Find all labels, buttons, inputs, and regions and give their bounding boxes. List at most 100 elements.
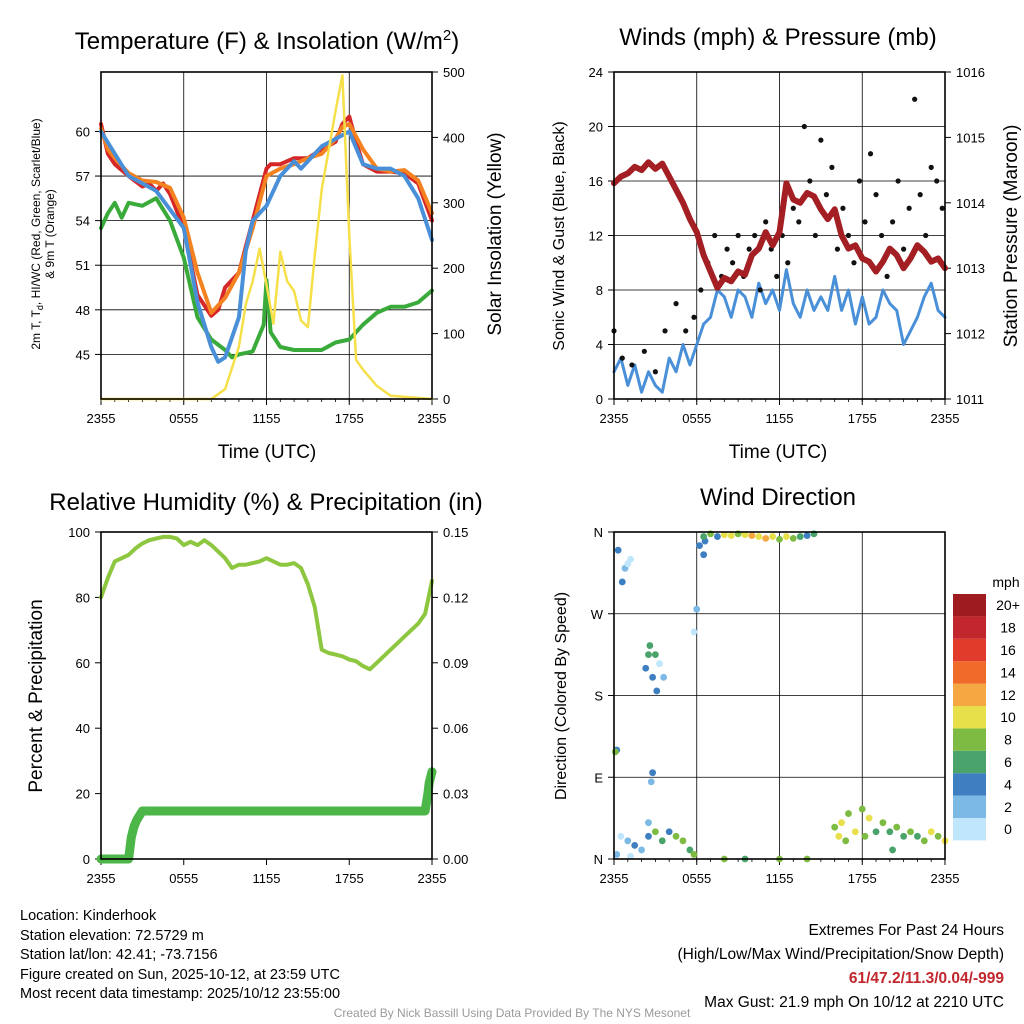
winds-gust-point <box>790 205 796 211</box>
winds-gust-point <box>862 219 868 225</box>
direction-point <box>693 605 701 613</box>
winds-gust-point <box>662 328 668 334</box>
direction-point <box>665 828 673 836</box>
legend-label: 16 <box>1000 642 1016 658</box>
winds-gust-point <box>845 232 852 239</box>
direction-xtick-label: 1755 <box>848 871 877 886</box>
winds-ytick-label: 24 <box>589 65 603 80</box>
winds-gust-point <box>774 273 780 279</box>
winds-gust-point <box>752 232 758 239</box>
legend-swatch <box>953 706 986 729</box>
winds-gust-point <box>928 164 934 170</box>
winds-ytick-label: 20 <box>589 120 603 135</box>
direction-point <box>646 642 654 649</box>
direction-point <box>835 832 843 840</box>
direction-point <box>690 851 698 858</box>
winds-gust-point <box>673 301 679 307</box>
winds-gust-point <box>851 260 857 266</box>
direction-point <box>645 651 652 659</box>
winds-gust-point <box>652 369 658 375</box>
humidity-xtick-label: 2355 <box>418 871 447 886</box>
temperature-xtick-label: 1755 <box>335 411 364 426</box>
direction-point <box>831 823 839 831</box>
winds-y2tick-label: 1015 <box>956 130 985 145</box>
legend-swatch <box>953 638 986 662</box>
winds-gust-point <box>641 348 647 354</box>
extremes-info: Extremes For Past 24 Hours (High/Low/Max… <box>678 919 1005 1015</box>
legend-label: 12 <box>1000 687 1016 703</box>
humidity-ytick-label: 60 <box>76 656 90 671</box>
temperature-ytick-label: 57 <box>76 169 90 184</box>
winds-gust-point <box>906 205 912 211</box>
winds-gust-point <box>796 219 802 225</box>
temperature-ytick-label: 48 <box>76 303 90 318</box>
direction-point <box>858 805 866 813</box>
winds-gust-point <box>823 192 829 198</box>
direction-point <box>624 837 632 845</box>
direction-plot-frame <box>613 531 946 860</box>
max-gust: Max Gust: 21.9 mph On 10/12 at 2210 UTC <box>704 994 1004 1011</box>
direction-xtick-label: 2355 <box>600 871 629 886</box>
direction-point <box>789 534 797 542</box>
winds-sonic-wind-line <box>612 268 947 394</box>
winds-gust-point <box>873 192 879 198</box>
direction-point <box>914 832 921 840</box>
humidity-precipitation-line <box>96 767 437 864</box>
direction-ytick-label: N <box>594 525 603 540</box>
winds-ytick-label: 12 <box>589 229 603 244</box>
temperature-title: Temperature (F) & Insolation (W/m2) <box>75 27 459 55</box>
winds-gust-point <box>934 178 940 184</box>
temperature-ytick-label: 54 <box>76 214 90 229</box>
humidity-xtick-label: 2355 <box>87 871 116 886</box>
winds-gust-point <box>712 232 718 239</box>
direction-point <box>653 687 661 695</box>
direction-point <box>613 851 621 858</box>
credit-line: Created By Nick Bassill Using Data Provi… <box>333 1006 691 1020</box>
winds-gust-point <box>698 287 704 293</box>
winds-gust-point <box>735 232 741 239</box>
temperature-ylabel-line2: & 9m T (Orange) <box>43 189 57 279</box>
direction-point <box>660 673 668 681</box>
legend-swatch <box>953 661 986 684</box>
winds-plot-frame <box>613 71 946 400</box>
winds-xtick-label: 0555 <box>682 411 711 426</box>
temperature-xlabel: Time (UTC) <box>218 442 317 463</box>
winds-gust-point <box>807 178 813 184</box>
direction-point <box>861 832 869 840</box>
temperature-ytick-label: 51 <box>76 258 90 273</box>
winds-title: Winds (mph) & Pressure (mb) <box>619 24 936 51</box>
temperature-y2tick-label: 0 <box>443 392 450 407</box>
winds-ytick-label: 16 <box>589 174 603 189</box>
winds-gust-point <box>829 164 835 170</box>
legend-label: 14 <box>1000 664 1016 680</box>
direction-point <box>672 832 680 840</box>
winds-gust-point <box>912 96 918 102</box>
direction-point <box>649 769 657 777</box>
direction-point <box>642 664 650 672</box>
temperature-ytick-label: 60 <box>76 124 90 139</box>
legend-label: 18 <box>1000 620 1016 636</box>
temperature-xtick-label: 2355 <box>87 411 116 426</box>
humidity-ytick-label: 40 <box>76 721 90 736</box>
direction-ytick-label: E <box>594 770 603 785</box>
direction-point <box>851 828 859 836</box>
legend-swatch <box>953 683 986 706</box>
direction-point <box>803 532 811 540</box>
direction-point <box>796 533 804 540</box>
direction-point <box>658 837 666 845</box>
legend-label: 8 <box>1004 732 1012 748</box>
legend-swatch <box>953 728 986 751</box>
humidity-ytick-label: 0 <box>83 852 90 867</box>
direction-point <box>889 846 896 854</box>
winds-ytick-label: 8 <box>596 283 603 298</box>
direction-point <box>727 532 735 540</box>
direction-point <box>741 531 749 539</box>
legend-label: 0 <box>1004 821 1012 837</box>
direction-xtick-label: 2355 <box>931 871 960 886</box>
extremes-values: 61/47.2/11.3/0.04/-999 <box>848 970 1004 987</box>
direction-point <box>748 532 756 540</box>
direction-point <box>900 832 908 840</box>
legend-label: 4 <box>1004 776 1012 792</box>
winds-y2label: Station Pressure (Maroon) <box>1001 125 1022 348</box>
direction-point <box>690 628 698 636</box>
